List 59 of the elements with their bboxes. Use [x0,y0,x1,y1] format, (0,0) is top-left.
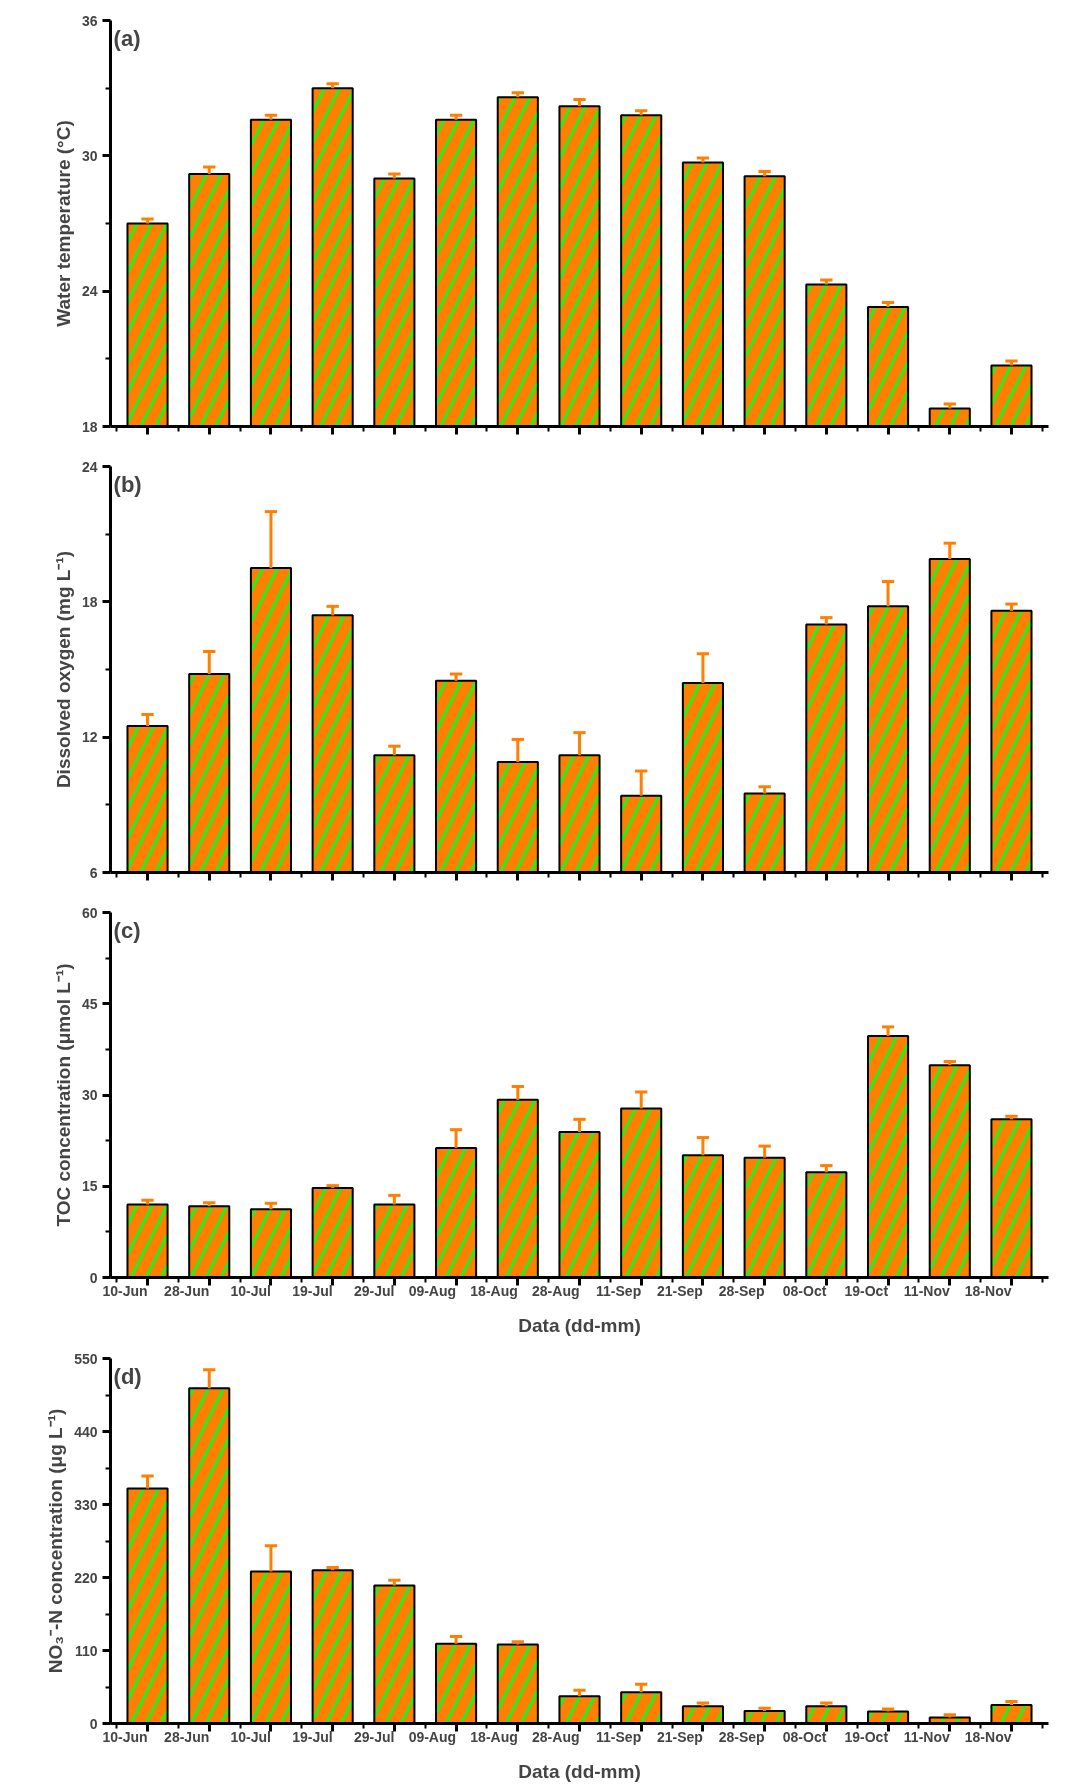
x-tick-label: 29-Jul [353,1282,395,1299]
x-tick-label: 28-Jun [164,1282,210,1299]
x-tick-label: 19-Jul [292,1282,333,1299]
y-tick-label: 18 [81,593,98,610]
y-tick-label: 45 [81,995,98,1012]
x-tick-label: 18-Nov [964,1728,1012,1745]
x-axis-title: Data (dd-mm) [518,1314,641,1336]
x-tick-label: 10-Jun [102,1728,148,1745]
y-tick-label: 18 [81,418,98,435]
x-axis-title: Data (dd-mm) [518,1760,641,1782]
y-tick-label: 220 [74,1569,98,1586]
x-tick-label: 28-Sep [718,1282,765,1299]
x-tick-label: 28-Aug [532,1282,580,1299]
y-tick-label: 550 [74,1350,98,1367]
annotation: (a) [113,25,141,51]
x-tick-label: 21-Sep [657,1282,703,1299]
x-tick-label: 11-Nov [903,1728,950,1745]
y-tick-label: 330 [74,1496,98,1513]
x-tick-label: 08-Oct [782,1728,827,1745]
y-tick-label: 0 [89,1269,98,1286]
y-axis-title: Dissolved oxygen (mg L⁻¹) [52,550,74,789]
x-tick-label: 29-Jul [353,1728,395,1745]
x-tick-label: 18-Aug [470,1728,518,1745]
x-tick-label: 21-Sep [657,1728,703,1745]
y-tick-label: 60 [81,904,98,921]
y-tick-label: 110 [74,1642,98,1659]
y-tick-label: 36 [81,12,98,29]
x-tick-label: 28-Jun [164,1728,210,1745]
annotation: (c) [113,917,141,943]
x-tick-label: 28-Sep [718,1728,765,1745]
x-tick-label: 18-Nov [964,1282,1012,1299]
y-axis-title: NO₃⁻-N concentration (μg L⁻¹) [45,1408,67,1674]
x-tick-label: 11-Nov [903,1282,950,1299]
y-axis-title: Water temperature (°C) [52,120,74,327]
x-tick-label: 09-Aug [408,1282,457,1299]
y-tick-label: 24 [81,283,98,300]
annotation: (b) [113,471,142,497]
x-tick-label: 19-Oct [844,1282,889,1299]
x-tick-label: 09-Aug [408,1728,457,1745]
x-tick-label: 18-Aug [470,1282,518,1299]
x-tick-label: 08-Oct [782,1282,827,1299]
y-tick-label: 30 [81,1087,98,1103]
y-tick-label: 440 [74,1423,98,1440]
x-tick-label: 11-Sep [596,1282,642,1299]
x-tick-label: 19-Jul [292,1728,333,1745]
y-tick-label: 15 [81,1178,98,1195]
x-tick-label: 10-Jun [102,1282,148,1299]
x-tick-label: 10-Jul [230,1728,271,1745]
y-tick-label: 6 [89,864,98,881]
y-tick-label: 0 [89,1715,98,1732]
x-tick-label: 28-Aug [532,1728,580,1745]
y-tick-label: 30 [81,147,98,164]
x-tick-label: 10-Jul [230,1282,271,1299]
x-tick-label: 19-Oct [844,1728,889,1745]
x-tick-label: 11-Sep [596,1728,642,1745]
annotation: (d) [113,1363,142,1389]
y-tick-label: 12 [81,729,98,746]
y-tick-label: 24 [81,458,98,475]
y-axis-title: TOC concentration (μmol L⁻¹) [52,963,74,1227]
